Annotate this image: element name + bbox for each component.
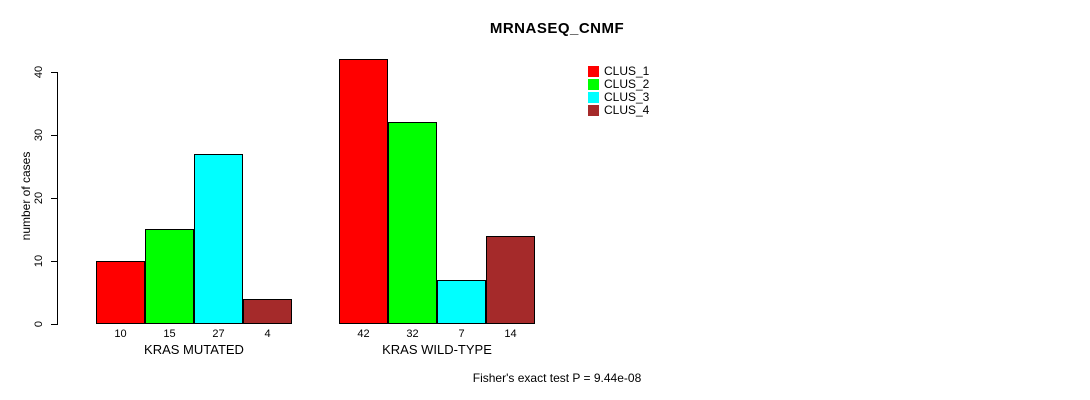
bar-clus_4-wild-type: [486, 236, 535, 324]
y-tick-mark: [51, 197, 58, 199]
bar-clus_3-mutated: [194, 154, 243, 324]
y-tick-label: 20: [33, 191, 45, 205]
y-tick-mark: [51, 71, 58, 73]
chart-title: MRNASEQ_CNMF: [489, 20, 625, 37]
y-tick-label: 0: [33, 320, 45, 328]
y-tick-label: 40: [33, 65, 45, 79]
category-label: KRAS WILD-TYPE: [382, 342, 492, 357]
legend-item: CLUS_3: [588, 90, 650, 104]
legend-swatch-icon: [588, 79, 599, 90]
category-label: KRAS MUTATED: [144, 342, 244, 357]
bar-clus_2-mutated: [145, 229, 194, 324]
legend-swatch-icon: [588, 105, 599, 116]
bar-clus_1-wild-type: [339, 59, 388, 324]
y-tick-label: 10: [33, 254, 45, 268]
legend-label: CLUS_4: [604, 103, 650, 117]
bar-value-label: 42: [357, 328, 370, 340]
legend-item: CLUS_2: [588, 77, 650, 91]
y-axis-line: [57, 72, 58, 325]
bar-value-label: 14: [504, 328, 517, 340]
legend-swatch-icon: [588, 92, 599, 103]
bar-value-label: 7: [458, 328, 465, 340]
legend-label: CLUS_3: [604, 90, 650, 104]
legend-item: CLUS_4: [588, 103, 650, 117]
bar-value-label: 27: [212, 328, 225, 340]
legend-swatch-icon: [588, 66, 599, 77]
bar-clus_4-mutated: [243, 299, 292, 324]
legend-label: CLUS_2: [604, 77, 650, 91]
bar-value-label: 10: [114, 328, 127, 340]
legend: CLUS_1 CLUS_2 CLUS_3 CLUS_4: [588, 64, 650, 118]
bar-value-label: 15: [163, 328, 176, 340]
legend-item: CLUS_1: [588, 64, 650, 78]
y-tick-mark: [51, 323, 58, 325]
bar-value-label: 32: [406, 328, 419, 340]
bar-clus_3-wild-type: [437, 280, 486, 324]
y-tick-mark: [51, 260, 58, 262]
bar-clus_1-mutated: [96, 261, 145, 324]
y-tick-mark: [51, 134, 58, 136]
bar-value-label: 4: [264, 328, 271, 340]
y-tick-label: 30: [33, 128, 45, 142]
legend-label: CLUS_1: [604, 64, 650, 78]
bar-clus_2-wild-type: [388, 122, 437, 324]
stat-annotation: Fisher's exact test P = 9.44e-08: [472, 371, 642, 385]
y-axis-label: number of cases: [19, 151, 33, 241]
